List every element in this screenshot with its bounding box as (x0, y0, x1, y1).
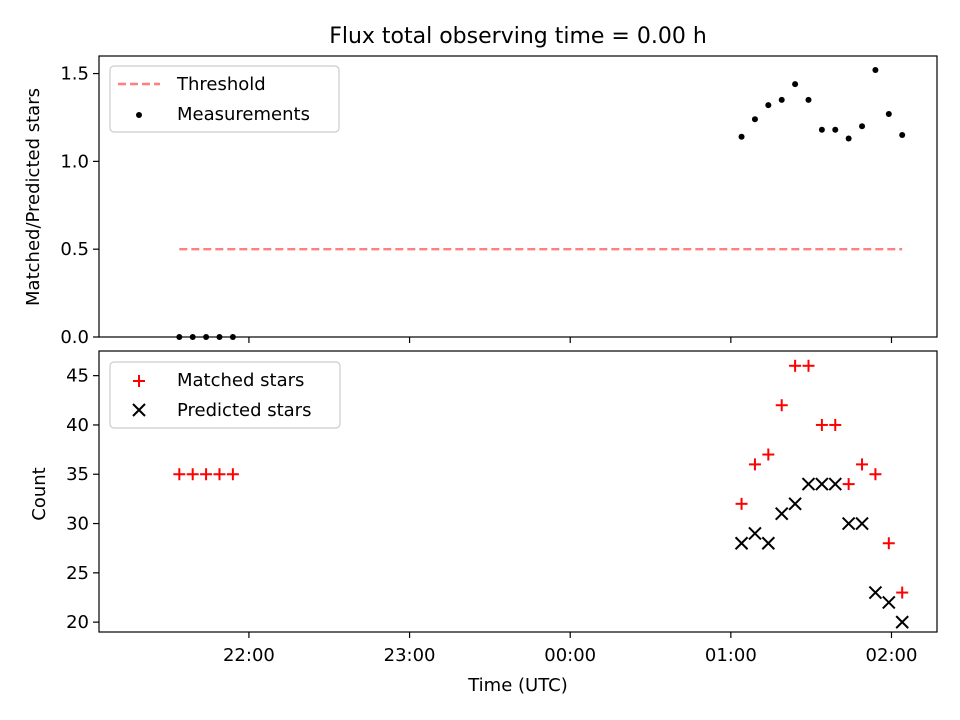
top-y-tick-label: 0.0 (60, 327, 89, 348)
x-tick-label: 02:00 (866, 645, 918, 666)
legend-threshold-label: Threshold (176, 74, 266, 95)
predicted-star-point (868, 585, 883, 600)
predicted-star-mark-b (775, 506, 789, 521)
bottom-legend-box (109, 361, 341, 429)
predicted-star-mark-b (748, 526, 762, 541)
matched-star-point (735, 497, 748, 510)
matched-star-point (815, 418, 828, 431)
matched-star-point (896, 586, 909, 599)
measurement-point (872, 67, 879, 74)
measurement-point (738, 133, 745, 140)
top-y-tick-label: 1.0 (60, 151, 89, 172)
predicted-star-point (734, 536, 749, 550)
top-legend-box (109, 65, 340, 133)
predicted-star-mark-b (841, 516, 856, 531)
measurement-point (845, 135, 852, 142)
predicted-star-mark-b (815, 477, 829, 491)
matched-star-point (775, 399, 788, 412)
predicted-star-point (882, 595, 896, 610)
matched-star-point (789, 359, 802, 372)
x-axis-label: Time (UTC) (467, 675, 568, 696)
predicted-star-mark-b (761, 536, 776, 550)
predicted-star-mark-b (855, 516, 869, 531)
legend-measurements-swatch (136, 112, 142, 118)
legend-matched-swatch (133, 375, 145, 387)
bottom-axes-frame (98, 350, 938, 633)
predicted-star-mark-b (828, 477, 842, 491)
x-tick-label: 01:00 (705, 645, 757, 666)
top-y-tick-label: 1.5 (60, 64, 89, 85)
predicted-star-mark-b (868, 585, 883, 600)
predicted-star-point (748, 526, 762, 541)
measurement-point (885, 110, 892, 117)
matched-star-point (226, 468, 239, 481)
measurement-point (818, 126, 825, 133)
predicted-star-point (775, 506, 789, 521)
predicted-star-point (801, 477, 816, 491)
measurement-point (832, 126, 839, 133)
matched-star-point (762, 448, 775, 461)
predicted-star-point (828, 477, 842, 491)
legend-predicted-label: Predicted stars (177, 400, 311, 421)
predicted-star-mark-b (788, 497, 802, 511)
matched-star-point (213, 468, 226, 481)
bottom-plot-area: 20 25 30 35 40 45 22:00 23:00 00:00 01:00 02:00 (66, 359, 918, 666)
predicted-star-point (895, 615, 909, 629)
x-tick-label: 23:00 (384, 645, 436, 666)
legend-matched-label: Matched stars (177, 370, 304, 391)
matched-star-point (869, 468, 882, 481)
predicted-star-point (855, 516, 869, 531)
bottom-y-tick-label: 25 (66, 563, 89, 584)
predicted-star-mark-b (734, 536, 749, 550)
matched-star-point (842, 478, 855, 491)
matched-star-point (856, 458, 869, 471)
measurement-point (765, 102, 772, 109)
measurement-point (899, 132, 906, 139)
predicted-star-point (841, 516, 856, 531)
predicted-star-point (788, 497, 802, 511)
measurement-point (859, 123, 866, 130)
bottom-y-tick-label: 45 (66, 366, 89, 387)
matched-star-point (186, 468, 199, 481)
measurement-point (751, 116, 758, 123)
bottom-y-tick-label: 40 (66, 415, 89, 436)
top-axes-frame (98, 55, 938, 338)
matched-star-point (748, 458, 761, 471)
predicted-star-point (815, 477, 829, 491)
bottom-y-tick-label: 20 (66, 612, 89, 633)
legend-measurements-label: Measurements (177, 104, 310, 125)
matched-star-point (200, 468, 213, 481)
matched-star-point (882, 537, 895, 550)
predicted-star-mark-b (801, 477, 816, 491)
matched-star-point (802, 359, 815, 372)
x-tick-label: 00:00 (544, 645, 596, 666)
top-y-axis-label: Matched/Predicted stars (23, 88, 44, 306)
matched-star-point (173, 468, 186, 481)
predicted-star-mark-b (882, 595, 896, 610)
bottom-y-tick-label: 35 (66, 464, 89, 485)
x-tick-label: 22:00 (223, 645, 275, 666)
top-legend: Threshold Measurements (109, 65, 340, 133)
bottom-legend: Matched stars Predicted stars (109, 361, 341, 429)
measurement-point (792, 81, 799, 88)
measurement-point (805, 96, 812, 103)
chart-title: Flux total observing time = 0.00 h (329, 24, 707, 49)
top-y-tick-label: 0.5 (60, 239, 89, 260)
matched-star-point (829, 418, 842, 431)
top-plot-area: 0.0 0.5 1.0 1.5 (60, 64, 906, 348)
bottom-y-axis-label: Count (29, 467, 50, 520)
measurement-point (778, 96, 785, 103)
predicted-star-point (761, 536, 776, 550)
legend-predicted-swatch (132, 403, 146, 417)
predicted-star-mark-b (895, 615, 909, 629)
bottom-y-tick-label: 30 (66, 514, 89, 535)
